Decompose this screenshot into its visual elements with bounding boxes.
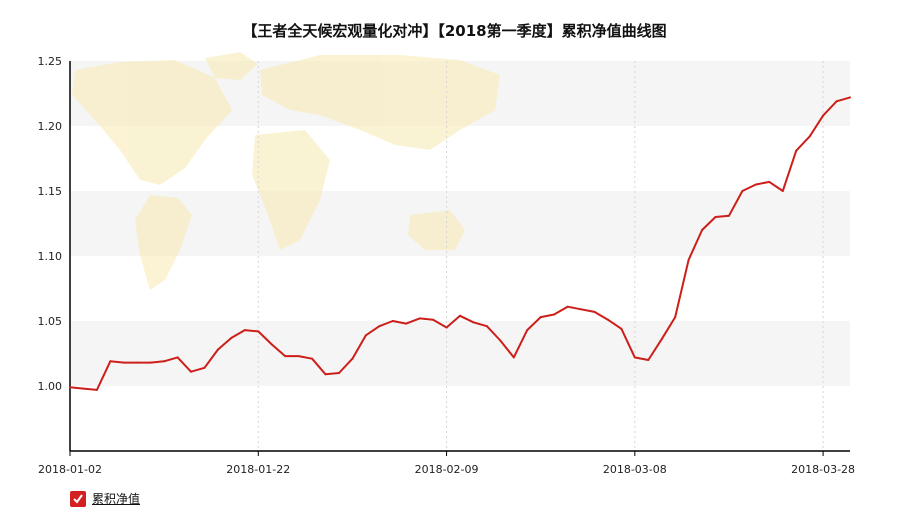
data-point[interactable]	[687, 258, 690, 261]
data-point[interactable]	[795, 149, 798, 152]
data-point[interactable]	[741, 190, 744, 192]
data-point[interactable]	[606, 318, 609, 321]
data-point[interactable]	[297, 355, 300, 358]
europe-asia-shape	[260, 55, 500, 150]
data-point[interactable]	[633, 356, 636, 359]
x-axis-labels: 2018-01-02 2018-01-22 2018-02-09 2018-03-08…	[38, 463, 855, 476]
data-point[interactable]	[781, 190, 784, 192]
data-point[interactable]	[364, 334, 367, 337]
data-point[interactable]	[149, 361, 152, 364]
australia-shape	[408, 210, 465, 250]
data-point[interactable]	[432, 318, 435, 321]
checkbox-checked-icon[interactable]	[70, 490, 86, 507]
legend-item[interactable]: 累积净值	[70, 490, 140, 507]
world-map-background	[72, 52, 500, 290]
data-point[interactable]	[311, 357, 314, 360]
data-point[interactable]	[459, 314, 461, 317]
data-point[interactable]	[230, 336, 233, 339]
data-point[interactable]	[835, 100, 838, 103]
north-america-shape	[72, 60, 232, 185]
data-point[interactable]	[190, 370, 193, 373]
y-axis-labels: 1.25 1.20 1.15 1.10 1.05 1.00	[38, 55, 63, 393]
y-tick-label: 1.15	[38, 185, 63, 198]
south-america-shape	[135, 195, 192, 290]
data-point[interactable]	[485, 325, 488, 328]
data-point[interactable]	[539, 316, 542, 319]
series-layer	[69, 96, 851, 391]
africa-shape	[252, 130, 330, 250]
x-tick-label: 2018-01-22	[226, 463, 290, 476]
y-tick-label: 1.10	[38, 250, 63, 263]
greenland-shape	[205, 52, 258, 80]
data-point[interactable]	[808, 135, 811, 138]
data-point[interactable]	[69, 386, 71, 389]
data-point[interactable]	[849, 96, 851, 99]
data-point[interactable]	[580, 308, 583, 311]
axes	[69, 61, 850, 452]
data-point[interactable]	[553, 313, 556, 316]
data-point[interactable]	[405, 322, 408, 325]
data-point[interactable]	[216, 348, 219, 351]
data-point[interactable]	[95, 388, 98, 391]
y-tick-label: 1.20	[38, 120, 63, 133]
data-point[interactable]	[243, 329, 246, 332]
data-point[interactable]	[203, 366, 206, 369]
data-point[interactable]	[620, 327, 623, 330]
y-tick-label: 1.05	[38, 315, 63, 328]
data-point[interactable]	[270, 343, 273, 346]
y-tick-label: 1.00	[38, 380, 63, 393]
data-point[interactable]	[122, 361, 125, 364]
data-point[interactable]	[391, 320, 394, 322]
data-point[interactable]	[499, 339, 502, 342]
data-point[interactable]	[136, 361, 139, 364]
data-point[interactable]	[768, 180, 771, 183]
data-point[interactable]	[82, 387, 85, 390]
x-tick-label: 2018-03-08	[603, 463, 667, 476]
data-point[interactable]	[660, 338, 663, 341]
data-point[interactable]	[257, 330, 260, 333]
data-point[interactable]	[512, 356, 515, 359]
data-point[interactable]	[526, 329, 529, 332]
data-point[interactable]	[701, 229, 704, 231]
x-tick-label: 2018-02-09	[415, 463, 479, 476]
data-point[interactable]	[337, 372, 340, 374]
data-point[interactable]	[674, 316, 677, 319]
data-point[interactable]	[324, 373, 327, 376]
data-point[interactable]	[176, 356, 179, 359]
data-point[interactable]	[418, 317, 421, 320]
data-point[interactable]	[754, 183, 757, 186]
data-point[interactable]	[727, 214, 730, 217]
x-tick-label: 2018-03-28	[791, 463, 855, 476]
legend-label[interactable]: 累积净值	[92, 492, 141, 506]
data-point[interactable]	[822, 114, 825, 117]
data-point[interactable]	[647, 359, 650, 361]
y-tick-label: 1.25	[38, 55, 63, 68]
data-point[interactable]	[284, 355, 287, 358]
chart-title: 【王者全天候宏观量化对冲】【2018第一季度】累积净值曲线图	[242, 22, 667, 40]
data-point[interactable]	[566, 305, 569, 308]
grid-band-2	[70, 321, 850, 386]
data-point[interactable]	[593, 310, 596, 313]
data-point[interactable]	[445, 326, 448, 329]
data-point[interactable]	[378, 325, 381, 328]
data-point[interactable]	[472, 321, 475, 324]
data-point[interactable]	[163, 360, 166, 363]
vertical-gridlines	[69, 61, 824, 456]
data-point[interactable]	[351, 357, 354, 360]
x-tick-label: 2018-01-02	[38, 463, 102, 476]
data-point[interactable]	[714, 216, 717, 218]
data-point[interactable]	[109, 360, 112, 363]
